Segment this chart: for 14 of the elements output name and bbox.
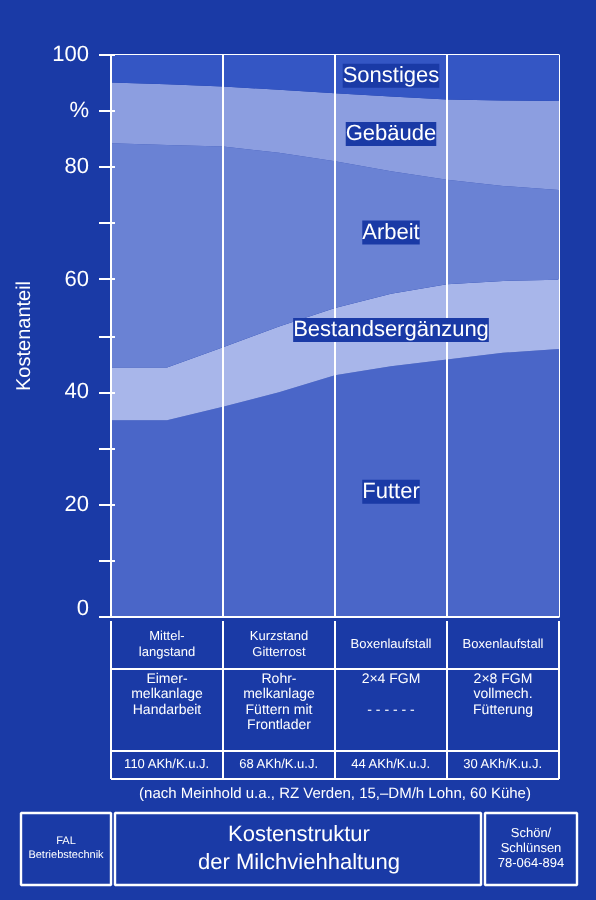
series-label: Futter [362, 479, 421, 504]
y-axis-title: Kostenanteil [14, 280, 37, 392]
y-tick-label: 60 [64, 267, 90, 292]
series-label: Arbeit [362, 220, 420, 245]
y-tick-label: 80 [64, 155, 90, 180]
y-tick-label: 0 [76, 597, 90, 621]
y-tick-label: % [69, 99, 90, 124]
y-tick-label: 20 [64, 492, 90, 517]
series-label: Sonstiges [342, 63, 441, 88]
series-label: Gebäude [345, 121, 437, 146]
series-label: Bestandsergänzung [293, 318, 489, 343]
y-tick-label: 100 [52, 43, 90, 67]
y-tick-label: 40 [64, 380, 90, 405]
text: Kostenstruktur der Milchviehhaltung [198, 822, 400, 876]
